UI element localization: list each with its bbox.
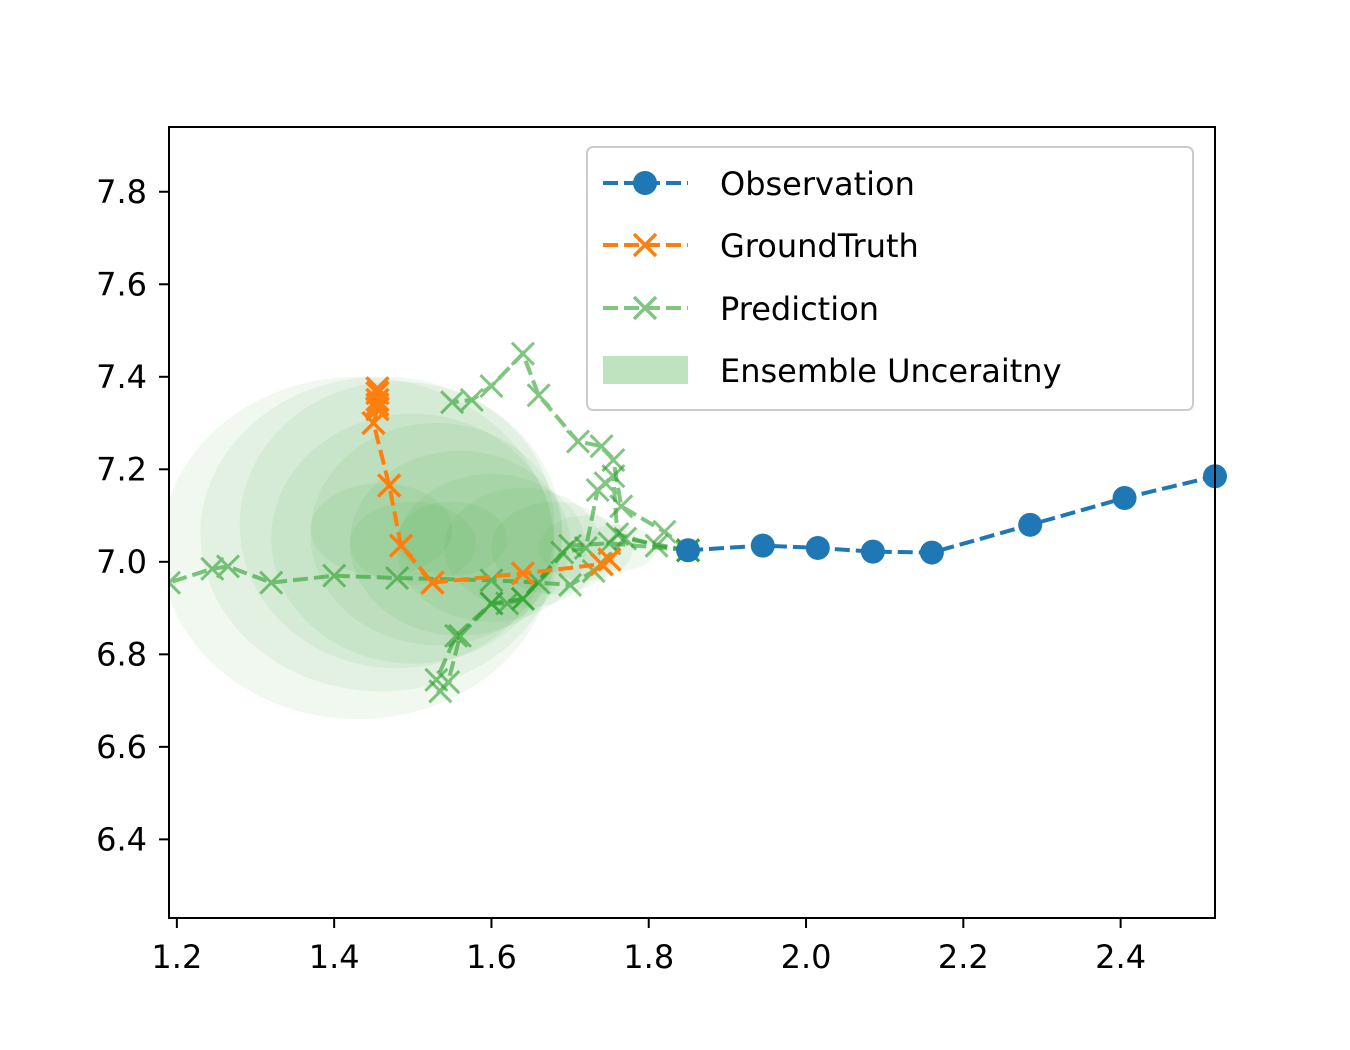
legend-box	[586, 146, 1194, 411]
x-tick-label: 1.8	[623, 938, 674, 976]
prediction-marker	[200, 556, 225, 581]
prediction-marker	[510, 341, 535, 366]
groundtruth-marker	[376, 473, 402, 498]
prediction-marker	[526, 383, 551, 408]
groundtruth-marker	[510, 561, 536, 586]
uncertainty-ellipse	[200, 376, 563, 692]
x-tick-label: 1.6	[466, 938, 517, 976]
legend: Observation GroundTruth Prediction Ensem…	[586, 146, 1194, 411]
prediction-marker	[385, 565, 410, 591]
observation-marker	[750, 533, 775, 558]
y-tick-label: 7.6	[96, 265, 147, 303]
y-tick-label: 7.8	[96, 173, 147, 211]
observation-marker	[676, 538, 701, 563]
prediction-marker	[558, 572, 583, 598]
legend-prediction-marker	[632, 295, 658, 321]
observation-marker	[860, 539, 885, 564]
prediction-marker	[652, 519, 677, 544]
groundtruth-marker	[365, 396, 390, 422]
x-tick-label: 1.2	[151, 938, 202, 976]
plot-frame	[168, 126, 1216, 919]
y-tick-label: 7.2	[96, 450, 147, 488]
prediction-marker	[479, 568, 504, 593]
observation-marker	[1112, 485, 1137, 510]
legend-uncertainty-patch	[603, 356, 688, 384]
y-tick-label: 6.6	[96, 728, 147, 766]
x-tick-label: 1.4	[309, 938, 360, 976]
prediction-marker	[322, 563, 347, 588]
prediction-marker	[558, 533, 583, 558]
x-tick-label: 2.4	[1095, 938, 1146, 976]
prediction-marker	[459, 387, 484, 412]
prediction-marker	[424, 667, 449, 692]
prediction-marker	[443, 623, 469, 648]
prediction-marker	[440, 390, 465, 415]
prediction-marker	[169, 570, 182, 595]
prediction-marker	[585, 478, 610, 503]
groundtruth-marker	[361, 410, 386, 436]
observation-marker	[1018, 512, 1043, 537]
groundtruth-marker	[420, 570, 445, 595]
legend-entry-uncertainty: Ensemble Unceraitny	[603, 352, 1062, 390]
legend-entry-groundtruth: GroundTruth	[603, 227, 919, 265]
observation-marker	[919, 540, 944, 565]
legend-observation-label: Observation	[720, 165, 915, 203]
axes-layer: 1.2 1.4 1.6 1.8 2.0 2.2 2.4 6.4 6.6 6.8 7.0 7.2 7.4 7…	[96, 126, 1216, 976]
groundtruth-marker	[365, 392, 390, 417]
uncertainty-ellipse	[349, 501, 476, 585]
uncertainty-ellipse	[271, 413, 555, 664]
legend-groundtruth-label: GroundTruth	[720, 227, 919, 265]
legend-groundtruth-marker	[632, 232, 658, 258]
y-tick-label: 6.4	[96, 820, 147, 858]
groundtruth-marker	[388, 533, 414, 558]
legend-entry-prediction	[603, 295, 688, 321]
legend-entry-observation: Observation	[603, 165, 915, 203]
prediction-marker	[259, 570, 284, 595]
y-tick-label: 7.0	[96, 543, 147, 581]
prediction-marker	[510, 586, 535, 611]
groundtruth-marker	[597, 547, 622, 572]
uncertainty-ellipse	[397, 501, 508, 576]
legend-observation-marker	[633, 171, 657, 195]
x-tick-label: 2.0	[781, 938, 832, 976]
legend-uncertainty-label: Ensemble Unceraitny	[720, 352, 1062, 390]
groundtruth-layer	[361, 376, 622, 595]
legend-prediction-label: Prediction	[720, 290, 879, 328]
y-tick-label: 6.8	[96, 635, 147, 673]
observation-marker	[805, 535, 830, 560]
prediction-line	[169, 536, 689, 587]
observation-layer	[676, 464, 1227, 565]
x-tick-label: 2.2	[938, 938, 989, 976]
prediction-marker	[565, 429, 591, 454]
groundtruth-marker	[365, 387, 390, 413]
y-tick-label: 7.4	[96, 358, 147, 396]
prediction-marker	[589, 434, 614, 459]
uncertainty-ellipse	[397, 473, 586, 622]
prediction-marker	[479, 373, 504, 399]
prediction-marker	[479, 591, 504, 616]
uncertainty-ellipse	[310, 483, 453, 576]
